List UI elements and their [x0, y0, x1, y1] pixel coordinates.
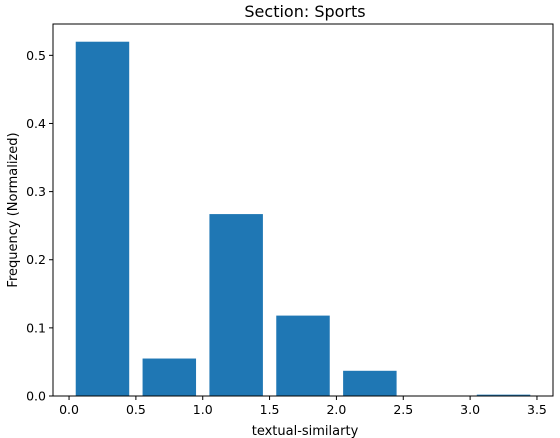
y-tick-label: 0.2 [26, 252, 46, 267]
bar-2 [142, 358, 197, 396]
x-axis-ticks: 0.0 0.5 1.0 1.5 2.0 2.5 3.0 3.5 [59, 396, 547, 417]
x-tick-label: 0.0 [59, 402, 79, 417]
y-tick-label: 0.5 [26, 48, 46, 63]
plot-frame [52, 23, 554, 397]
y-tick-label: 0.0 [26, 389, 46, 404]
bar-5 [343, 370, 397, 396]
chart-title: Section: Sports [244, 2, 365, 21]
x-axis-label: textual-similarty [252, 424, 359, 438]
bar-4 [276, 315, 330, 396]
y-tick-label: 0.1 [26, 320, 46, 335]
y-axis-ticks: 0.0 0.1 0.2 0.3 0.4 0.5 [26, 48, 53, 404]
bars-group [75, 41, 531, 397]
x-tick-label: 1.0 [193, 402, 213, 417]
x-tick-label: 2.0 [326, 402, 346, 417]
y-tick-label: 0.3 [26, 184, 46, 199]
x-tick-label: 3.0 [460, 402, 480, 417]
y-axis-label: Frequency (Normalized) [6, 132, 21, 287]
x-tick-label: 3.5 [527, 402, 547, 417]
x-tick-label: 0.5 [126, 402, 146, 417]
x-tick-label: 2.5 [393, 402, 413, 417]
bar-1 [75, 41, 130, 397]
bar-3 [209, 214, 263, 396]
bar-7 [476, 394, 531, 396]
y-tick-label: 0.4 [26, 116, 46, 131]
x-tick-label: 1.5 [260, 402, 280, 417]
